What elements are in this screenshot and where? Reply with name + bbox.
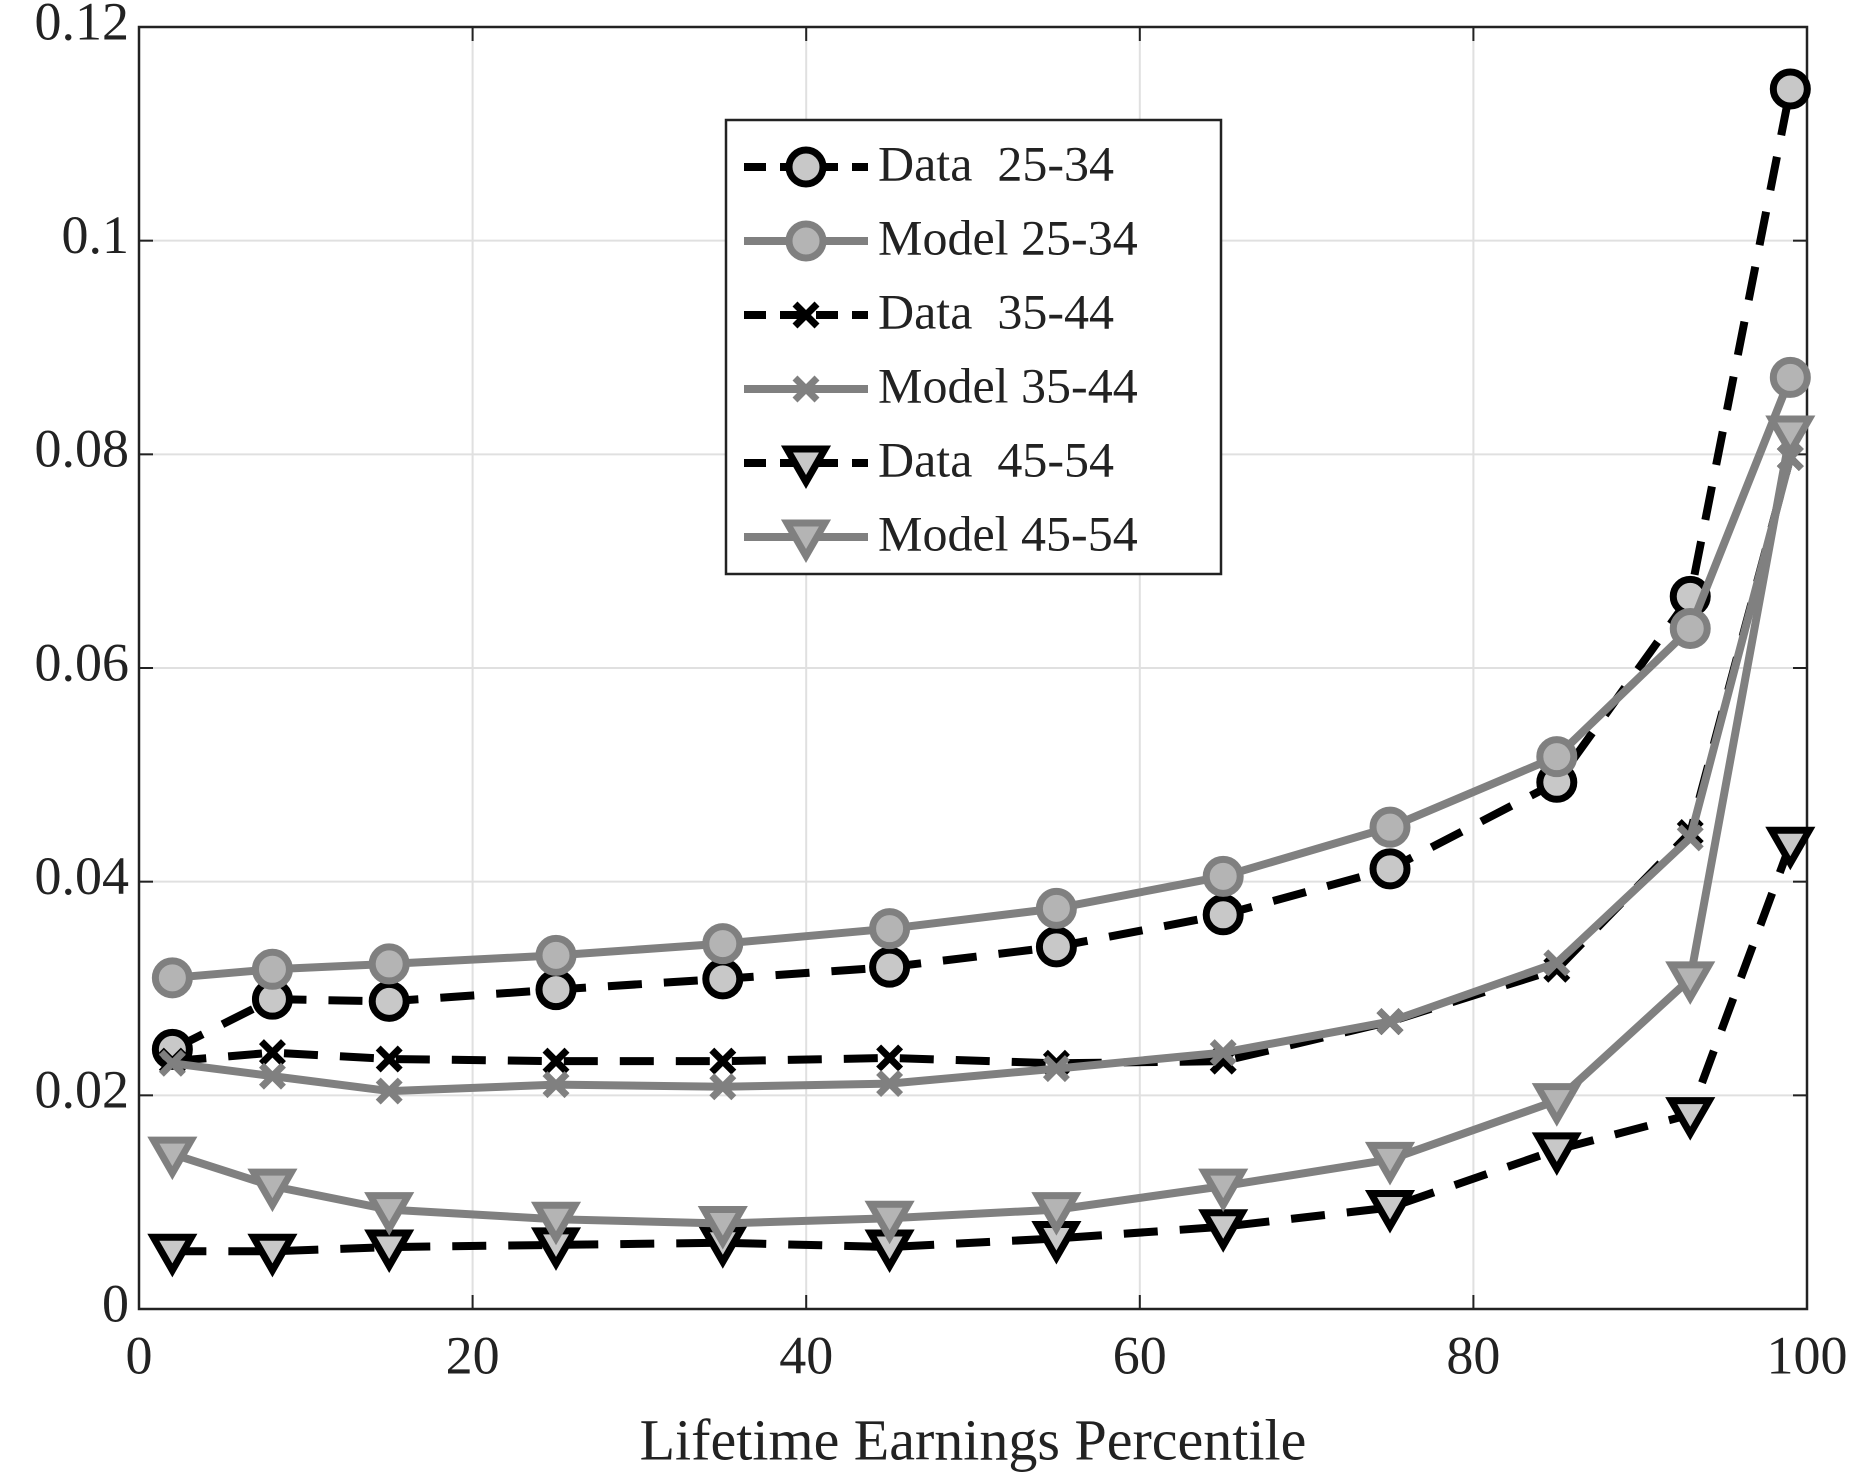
point [375,1045,403,1073]
point [1531,1132,1582,1176]
y-tick-label: 0.08 [35,419,130,479]
legend-label: Data 25-34 [878,135,1114,191]
point [702,958,744,1000]
x-tick-label: 100 [1767,1325,1848,1385]
point [1769,356,1811,398]
legend-marker [792,375,820,403]
legend: Data 25-34 Model 25-34 Data 35-44 Model 35-… [724,118,1223,576]
point [368,943,410,985]
point [876,1044,904,1072]
point [709,1047,737,1075]
series [151,356,1811,999]
point [535,934,577,976]
point [702,923,744,965]
point [1543,949,1571,977]
point [697,1206,748,1250]
legend-label: Data 35-44 [878,283,1114,339]
point [147,1136,198,1181]
x-tick-label: 40 [779,1325,833,1385]
point [258,1039,286,1067]
point [364,1192,415,1236]
point [375,1077,403,1105]
point [1202,855,1244,897]
x-tick-label: 20 [446,1325,500,1385]
series [147,826,1816,1278]
x-tick-label: 0 [126,1325,153,1385]
point [1665,961,1716,1005]
point [530,1201,582,1246]
y-tick-label: 0.06 [35,632,130,692]
series [151,68,1811,1070]
point [1369,848,1411,890]
point [1042,1055,1070,1083]
legend-marker [785,220,827,262]
x-axis-label: Lifetime Earnings Percentile [640,1407,1307,1472]
point [158,1049,186,1077]
point [147,1233,198,1278]
point [1769,68,1811,110]
point [1665,1097,1716,1141]
plot-frame [137,25,1809,1311]
point [542,1071,570,1099]
y-tick-label: 0 [102,1273,129,1333]
point [151,957,193,999]
legend-label: Model 25-34 [878,209,1138,265]
point [1035,926,1077,968]
legend-box [724,118,1223,576]
y-tick-label: 0.1 [62,205,130,265]
x-tick-label: 60 [1113,1325,1167,1385]
point [1364,1190,1416,1234]
point [1202,894,1244,936]
y-tick-label: 0.12 [35,0,130,51]
y-tick-label: 0.04 [35,846,130,906]
legend-label: Model 45-54 [878,505,1138,561]
point [1198,1168,1249,1213]
line [171,456,1795,1096]
legend-marker [780,519,832,564]
legend-label: Model 35-44 [878,357,1138,413]
point [535,969,577,1011]
point [1035,887,1077,929]
point [869,908,911,950]
legend-marker [792,301,820,329]
point [709,1073,737,1101]
point [1676,824,1704,852]
point [1031,1192,1082,1236]
point [1765,826,1816,871]
point [368,980,410,1022]
line [171,432,1795,1228]
point [258,1062,286,1090]
legend-marker [785,146,827,188]
point [1369,806,1411,848]
point [247,1168,298,1213]
point [1765,415,1816,459]
x-tick-label: 80 [1446,1325,1500,1385]
legend-label: Data 45-54 [878,431,1114,487]
line [170,88,1795,1053]
point [251,948,293,990]
y-tick-label: 0.02 [35,1060,130,1120]
point [364,1229,415,1274]
point [542,1047,570,1075]
point [1364,1141,1416,1186]
point [864,1200,915,1245]
point [247,1233,298,1278]
point [1531,1083,1582,1127]
line [172,842,1795,1256]
point [869,946,911,988]
point [1198,1209,1249,1253]
point [1536,736,1578,778]
point [1669,607,1711,649]
legend-marker [780,445,832,490]
series [158,444,1804,1105]
point [1376,1008,1404,1036]
series [147,415,1816,1250]
point [1209,1039,1237,1067]
point [876,1070,904,1098]
